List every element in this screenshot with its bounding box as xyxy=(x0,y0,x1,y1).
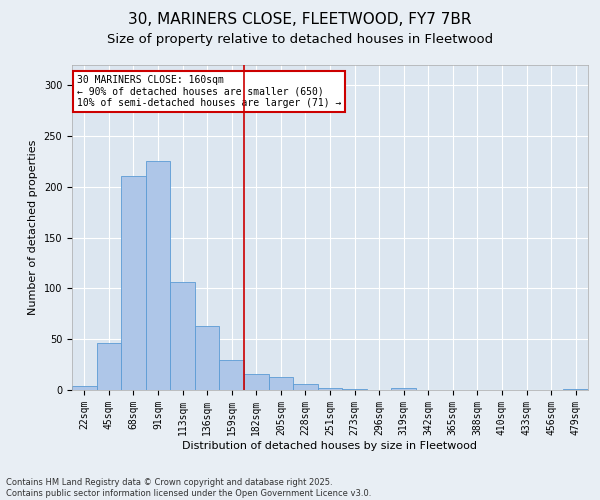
Bar xyxy=(563,389,588,390)
X-axis label: Distribution of detached houses by size in Fleetwood: Distribution of detached houses by size … xyxy=(182,440,478,450)
Bar xyxy=(318,388,342,390)
Y-axis label: Number of detached properties: Number of detached properties xyxy=(28,140,38,315)
Bar xyxy=(220,360,244,390)
Bar xyxy=(170,282,195,390)
Bar xyxy=(293,384,318,390)
Bar xyxy=(97,344,121,390)
Bar xyxy=(391,388,416,390)
Bar xyxy=(146,162,170,390)
Bar xyxy=(195,326,220,390)
Bar xyxy=(121,176,146,390)
Text: Size of property relative to detached houses in Fleetwood: Size of property relative to detached ho… xyxy=(107,32,493,46)
Bar xyxy=(72,386,97,390)
Text: Contains HM Land Registry data © Crown copyright and database right 2025.
Contai: Contains HM Land Registry data © Crown c… xyxy=(6,478,371,498)
Bar xyxy=(244,374,269,390)
Text: 30, MARINERS CLOSE, FLEETWOOD, FY7 7BR: 30, MARINERS CLOSE, FLEETWOOD, FY7 7BR xyxy=(128,12,472,28)
Bar xyxy=(269,377,293,390)
Text: 30 MARINERS CLOSE: 160sqm
← 90% of detached houses are smaller (650)
10% of semi: 30 MARINERS CLOSE: 160sqm ← 90% of detac… xyxy=(77,74,341,108)
Bar xyxy=(342,389,367,390)
